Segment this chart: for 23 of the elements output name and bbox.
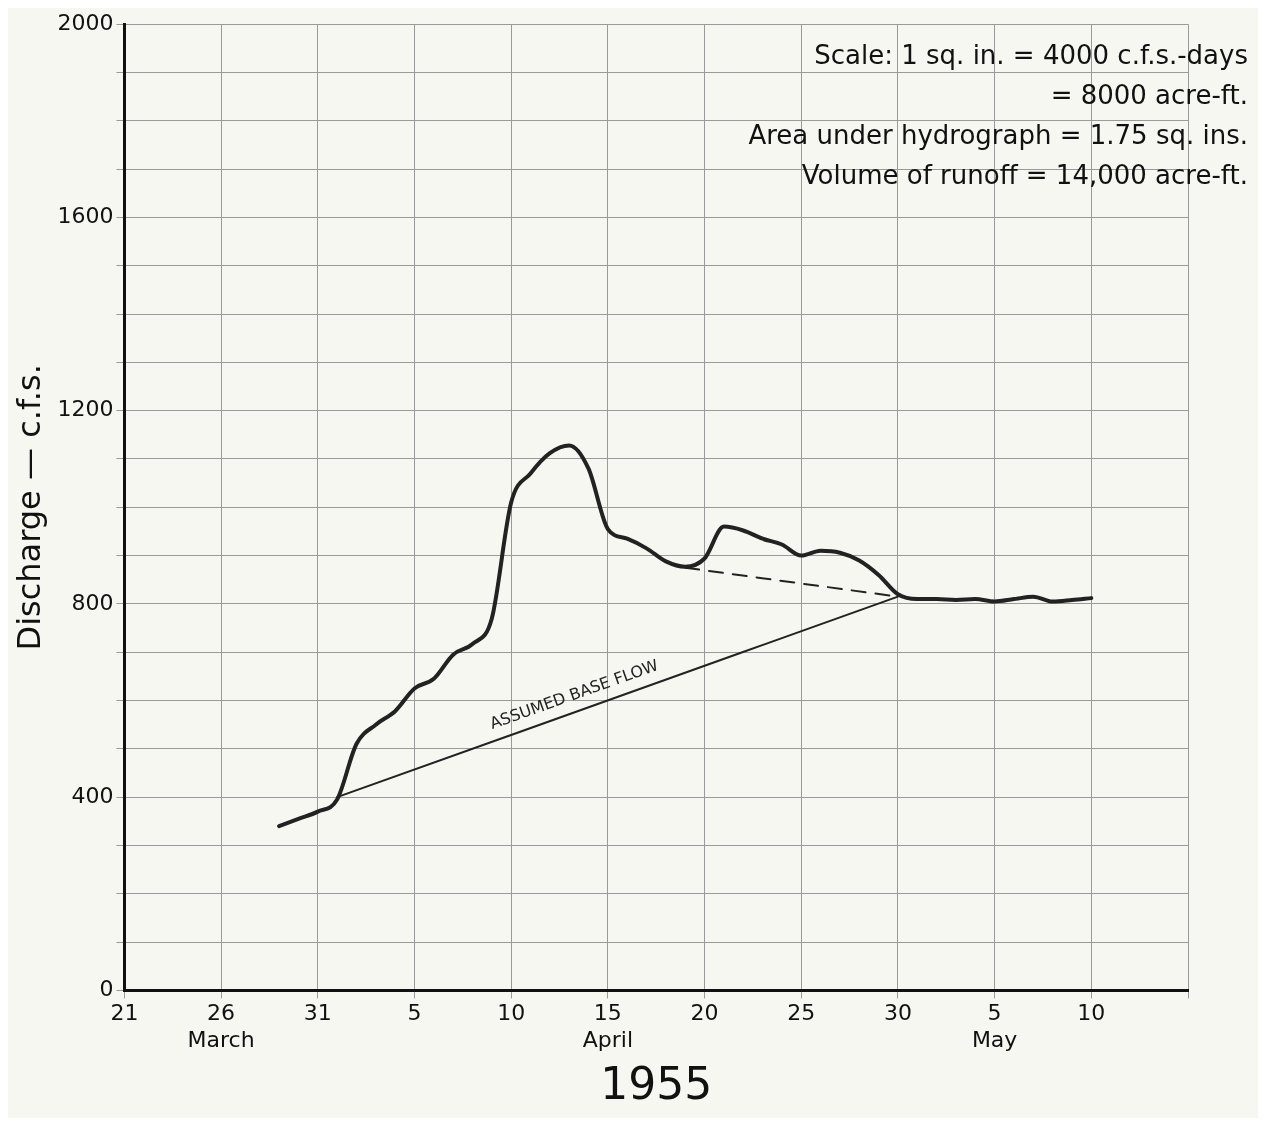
x-tick-label: 21 — [110, 1000, 139, 1026]
y-tick-label: 2000 — [57, 9, 114, 35]
y-axis-title: Discharge — c.f.s. — [9, 364, 48, 651]
y-tick-label: 400 — [71, 782, 114, 808]
y-tick-label: 0 — [99, 976, 114, 1002]
x-tick-label: 15 April — [582, 1000, 633, 1052]
x-tick-label: 25 — [787, 1000, 816, 1026]
x-tick-label: 26 March — [187, 1000, 255, 1052]
x-tick-label: 30 — [883, 1000, 912, 1026]
x-axis-title: 1955 — [600, 1058, 713, 1110]
y-tick-label: 1600 — [57, 203, 114, 229]
annotation: Scale: 1 sq. in. = 4000 c.f.s.-days — [814, 39, 1248, 70]
x-tick-label: 5 — [407, 1000, 422, 1026]
x-tick-label: 10 — [497, 1000, 526, 1026]
annotation: Area under hydrograph = 1.75 sq. ins. — [748, 119, 1248, 150]
x-tick-label: 31 — [303, 1000, 332, 1026]
y-tick-label: 1200 — [57, 396, 114, 422]
x-tick-label: 5 May — [971, 1000, 1018, 1052]
x-tick-label: 10 — [1077, 1000, 1106, 1026]
x-tick-label: 20 — [690, 1000, 719, 1026]
annotation: = 8000 acre-ft. — [1050, 79, 1248, 110]
annotation: Volume of runoff = 14,000 acre-ft. — [801, 159, 1248, 190]
y-tick-label: 800 — [71, 589, 114, 615]
